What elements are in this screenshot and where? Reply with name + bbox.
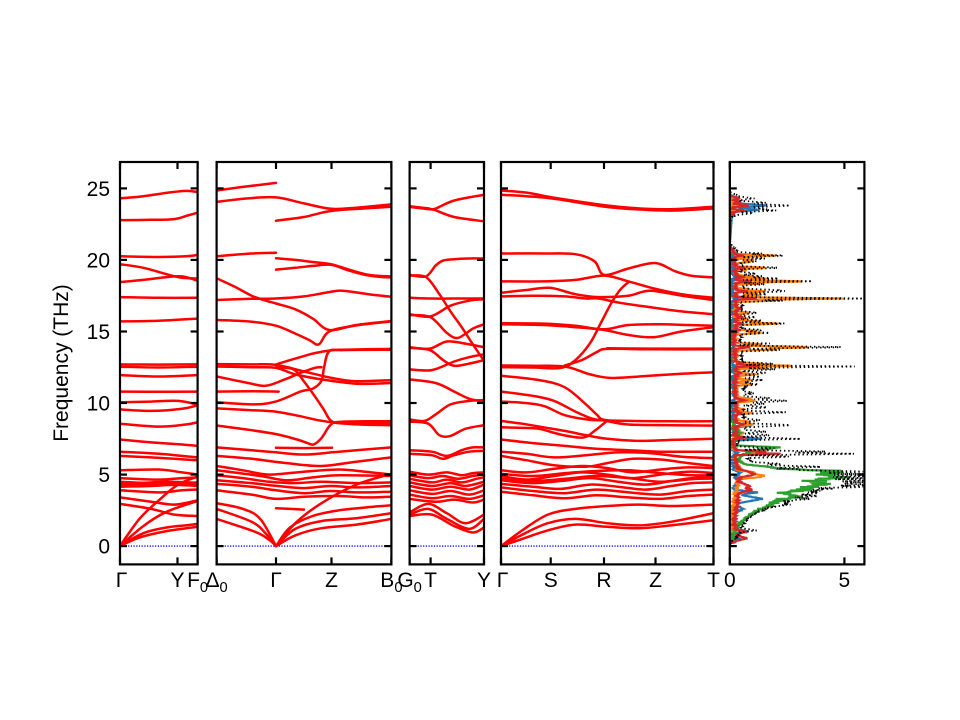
svg-text:T: T [707,569,720,592]
svg-text:10: 10 [87,393,110,416]
svg-text:Y: Y [170,569,184,592]
svg-text:15: 15 [87,321,110,344]
svg-text:Frequency (THz): Frequency (THz) [50,284,73,442]
svg-text:Γ: Γ [497,569,509,592]
svg-text:S: S [544,569,558,592]
svg-text:5: 5 [98,464,110,487]
svg-text:0: 0 [724,569,736,592]
svg-text:Y: Y [477,569,491,592]
svg-text:Γ: Γ [116,569,128,592]
svg-text:25: 25 [87,178,110,201]
svg-text:Z: Z [325,569,338,592]
svg-text:T: T [424,569,437,592]
svg-text:0: 0 [98,536,110,559]
svg-text:5: 5 [839,569,851,592]
svg-text:Z: Z [649,569,662,592]
svg-text:20: 20 [87,250,110,273]
svg-text:Γ: Γ [270,569,282,592]
svg-text:R: R [596,569,611,592]
